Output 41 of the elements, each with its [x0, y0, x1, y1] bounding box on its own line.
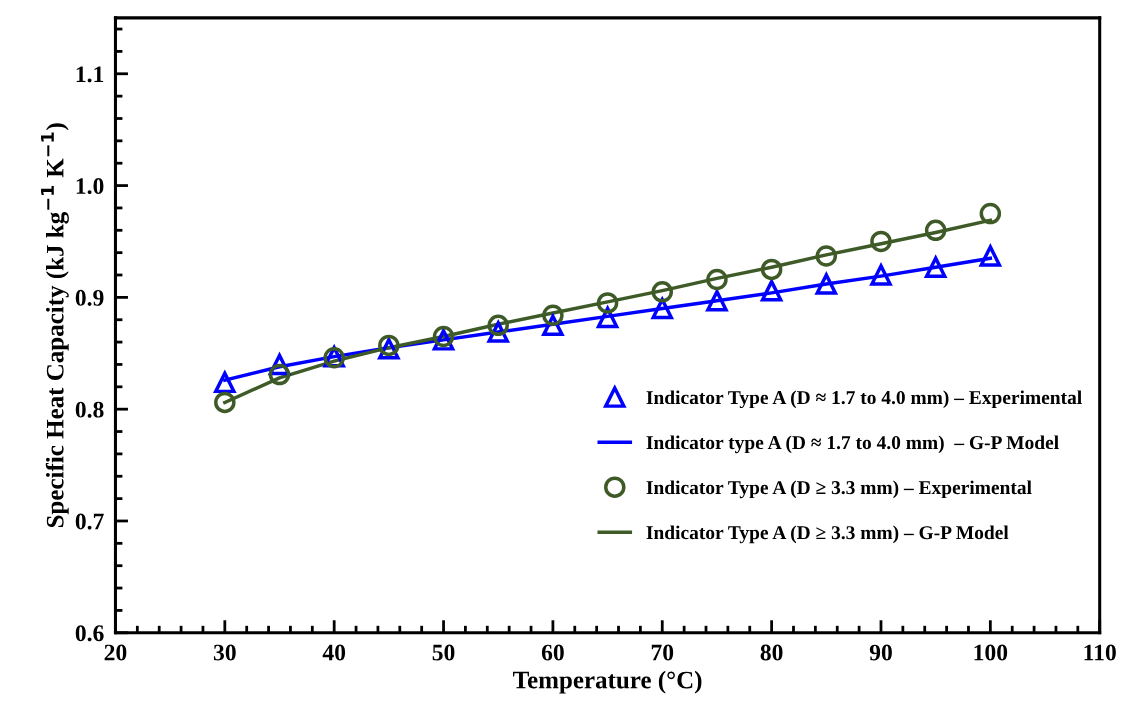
y-tick-label: 0.7	[75, 513, 104, 530]
y-tick-label: 0.9	[75, 289, 104, 306]
point	[706, 289, 728, 312]
legend-label: Indicator Type A (D ≥ 3.3 mm) – G-P Model	[646, 525, 1009, 544]
point	[268, 363, 291, 386]
point	[487, 314, 509, 337]
point	[870, 264, 892, 286]
point	[213, 369, 237, 394]
point	[542, 304, 564, 327]
x-tick-label: 100	[974, 644, 1008, 661]
point	[815, 273, 838, 295]
point	[815, 245, 838, 267]
point	[979, 202, 1002, 225]
point	[870, 230, 892, 253]
y-axis-title: Specific Heat Capacity (kJ kg$^{−1}$ K$^{−1}$)	[41, 123, 69, 528]
point	[979, 245, 1002, 267]
point	[214, 391, 236, 414]
x-tick-label: 60	[541, 644, 564, 661]
x-tick-label: 90	[869, 644, 892, 661]
x-tick-label: 50	[432, 644, 455, 661]
x-tick-label: 80	[760, 644, 783, 661]
x-tick-label: 40	[322, 644, 346, 661]
point	[760, 258, 783, 281]
y-tick-label: 0.6	[75, 625, 104, 642]
point	[596, 292, 619, 314]
x-tick-label: 30	[213, 644, 236, 661]
point	[651, 281, 674, 303]
y-tick-label: 1.0	[76, 178, 104, 195]
legend-label: Indicator Type A (D ≈ 1.7 to 4.0 mm) – Experimental	[646, 390, 1082, 409]
x-tick-label: 110	[1084, 644, 1116, 661]
y-tick-label: 0.8	[75, 401, 104, 418]
point	[924, 219, 947, 242]
point	[924, 256, 947, 278]
point	[760, 279, 783, 302]
x-tick-label: 20	[104, 644, 127, 661]
legend-label: Indicator Type A (D ≥ 3.3 mm) – Experimental	[646, 480, 1032, 499]
x-tick-label: 70	[651, 644, 674, 661]
legend-label: Indicator type A (D ≈ 1.7 to 4.0 mm) – G-P Model	[646, 435, 1059, 454]
y-tick-label: 1.1	[76, 66, 104, 83]
point	[706, 268, 728, 291]
x-axis-title: Temperature (°C)	[513, 670, 702, 694]
